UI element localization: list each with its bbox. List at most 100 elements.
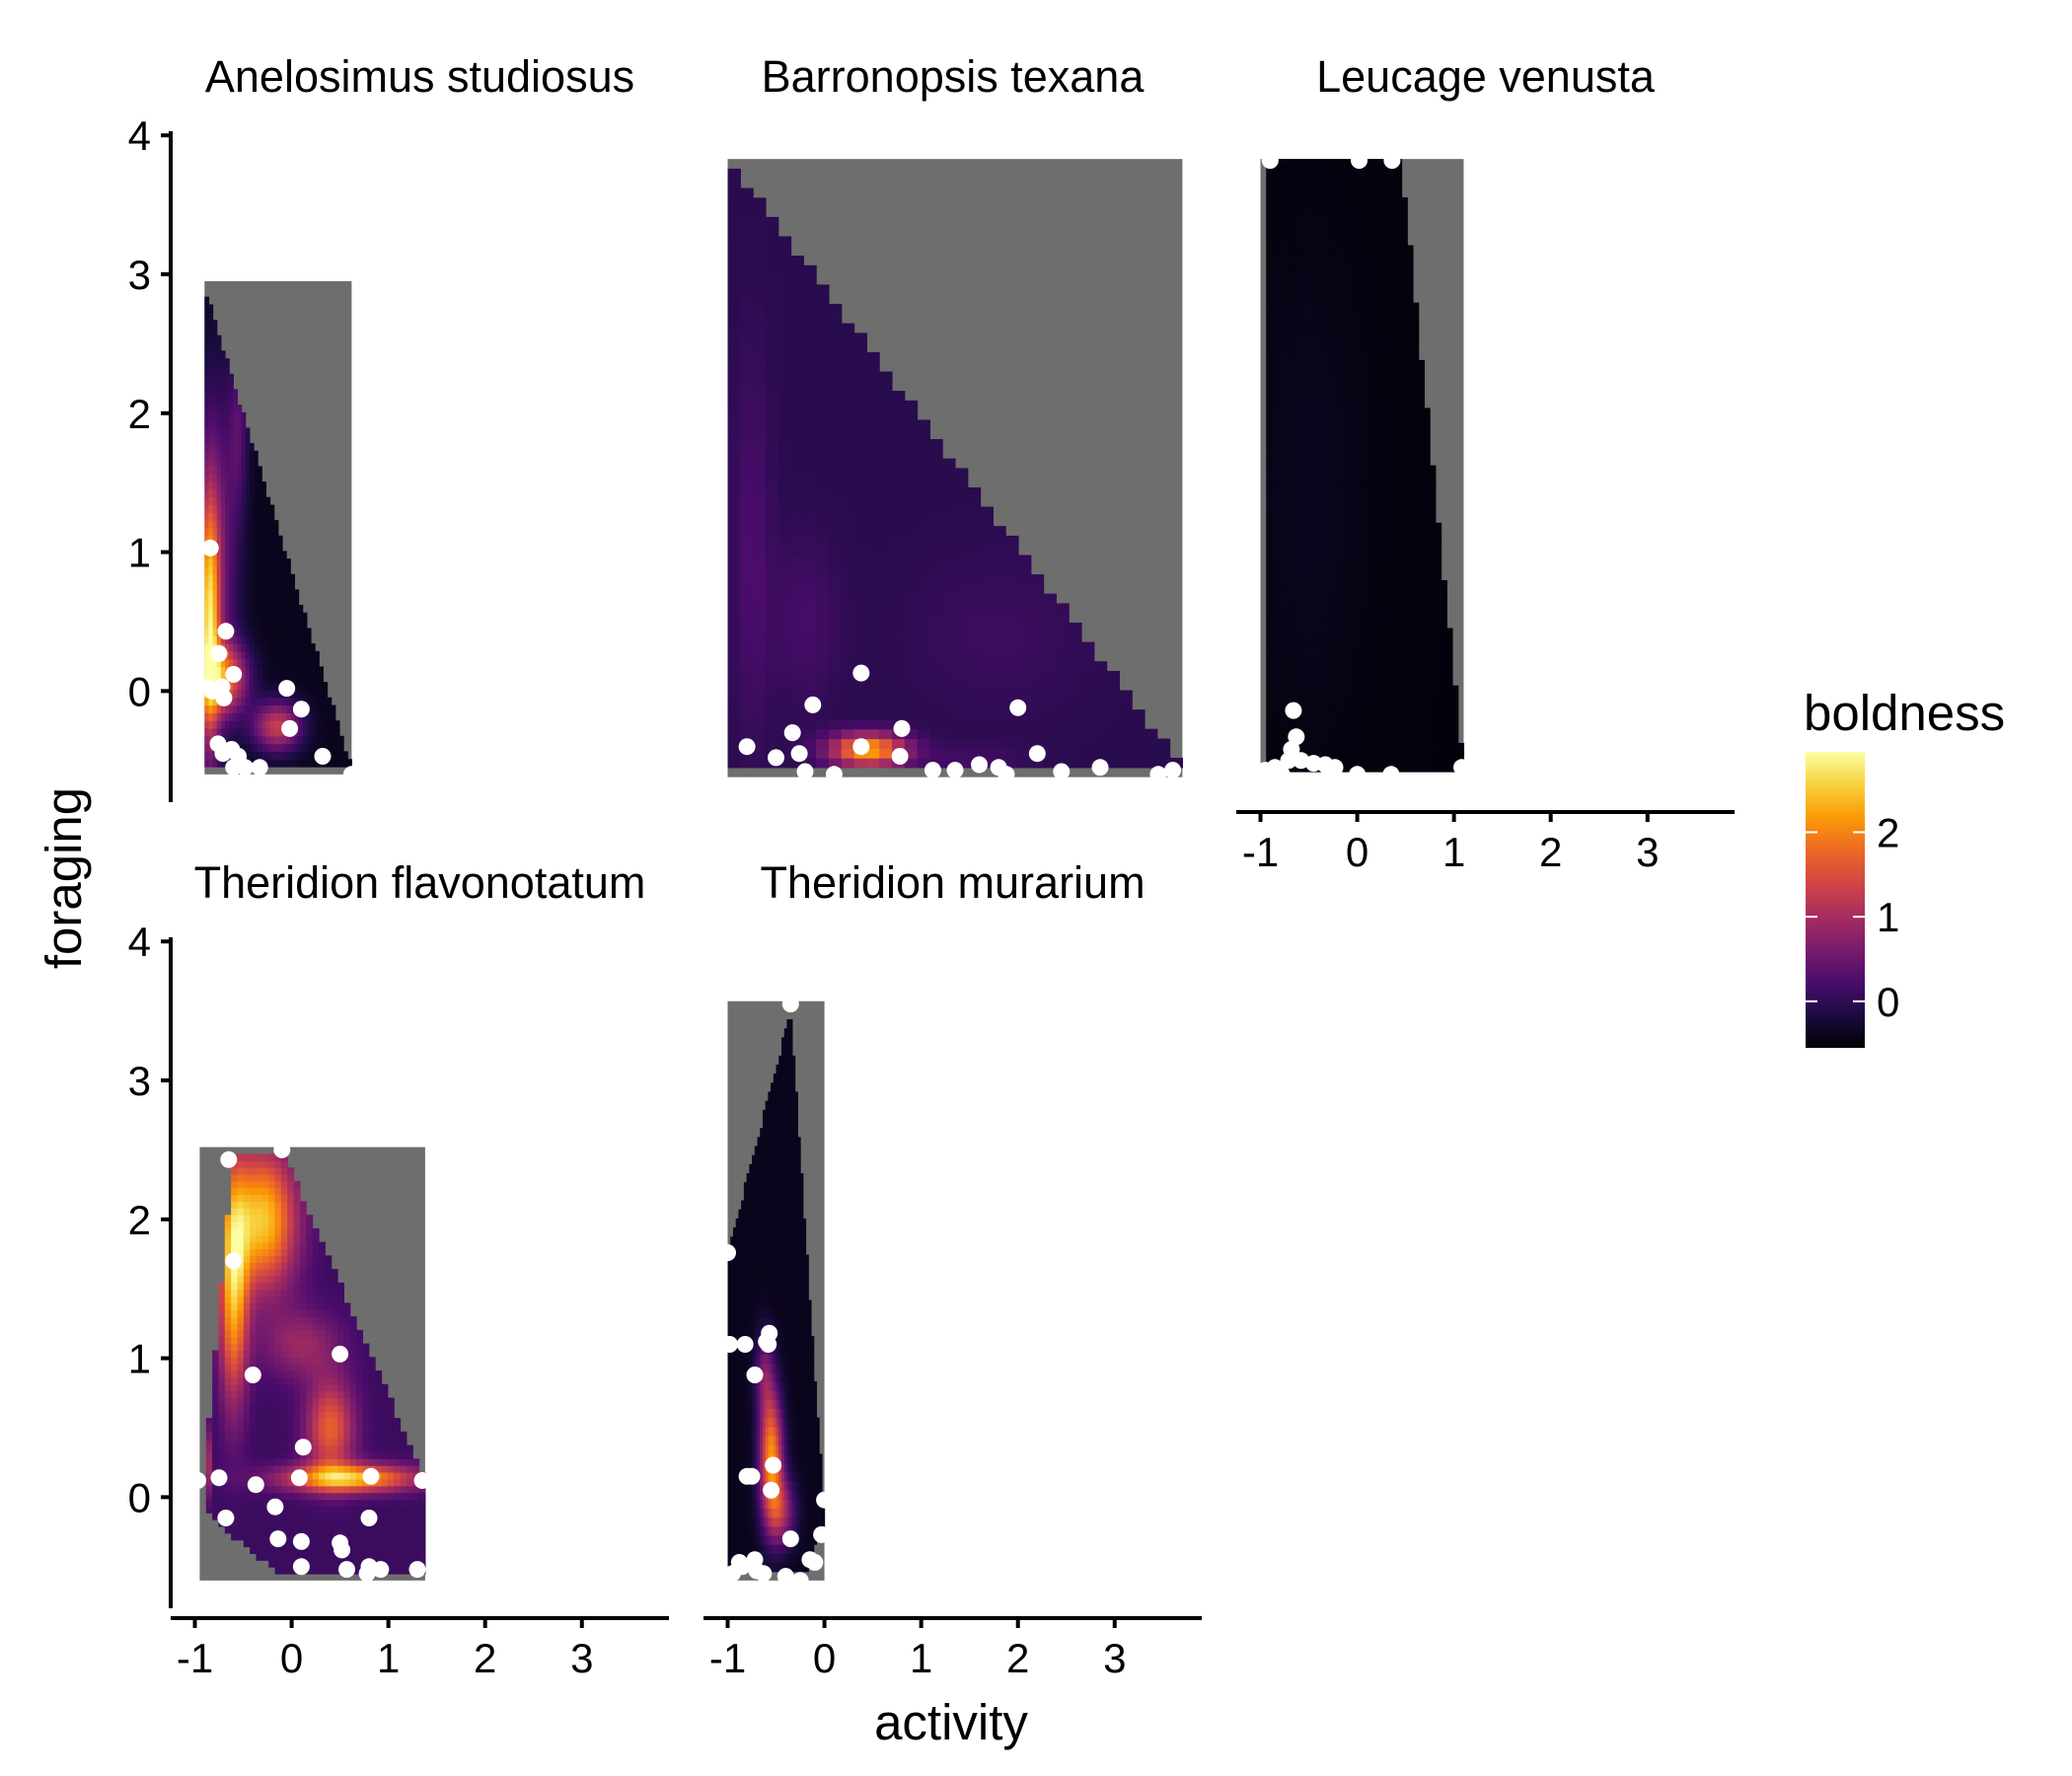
heat-cell xyxy=(258,712,262,721)
heat-cell xyxy=(256,1208,263,1216)
heat-cell xyxy=(1356,742,1364,754)
heat-cell xyxy=(229,643,234,652)
heat-cell xyxy=(841,506,855,517)
heat-cell xyxy=(250,1458,258,1466)
heat-cell xyxy=(1356,704,1364,715)
heat-cell xyxy=(1356,580,1364,591)
heat-cell xyxy=(1372,283,1380,294)
heat-cell xyxy=(1328,646,1335,658)
heat-cell xyxy=(1339,187,1346,198)
heat-cell xyxy=(1395,599,1403,610)
heat-cell xyxy=(1311,609,1318,620)
heat-cell xyxy=(265,650,271,660)
heat-cell xyxy=(327,704,333,713)
heat-cell xyxy=(1316,542,1324,553)
heat-cell xyxy=(879,651,893,662)
heat-cell xyxy=(1328,263,1335,275)
heat-cell xyxy=(229,735,234,745)
heat-cell xyxy=(1390,570,1397,581)
heat-cell xyxy=(1401,455,1408,467)
heat-cell xyxy=(293,1458,301,1466)
heat-cell xyxy=(1305,542,1312,553)
heat-cell xyxy=(237,581,243,591)
heat-cell xyxy=(265,543,271,552)
heat-cell xyxy=(1322,283,1329,294)
heat-cell xyxy=(1418,676,1425,687)
heat-cell xyxy=(891,535,906,547)
heat-cell xyxy=(287,1364,295,1371)
heat-cell xyxy=(205,1418,213,1426)
heat-cell xyxy=(1430,676,1437,687)
heat-cell xyxy=(1418,637,1425,648)
heat-cell xyxy=(816,728,830,740)
heat-cell xyxy=(1333,426,1341,438)
heat-cell xyxy=(1266,312,1273,323)
heat-cell xyxy=(740,641,754,652)
heat-cell xyxy=(816,526,830,537)
heat-cell xyxy=(212,466,218,475)
heat-cell xyxy=(1372,570,1380,581)
heat-cell xyxy=(231,1472,239,1480)
heat-cell xyxy=(1430,570,1437,581)
heat-cell xyxy=(929,728,943,740)
heat-cell xyxy=(216,589,222,598)
heat-cell xyxy=(224,1364,232,1371)
heat-cell xyxy=(777,574,792,585)
heat-cell xyxy=(1362,493,1369,504)
heat-cell xyxy=(1080,661,1095,672)
heat-cell xyxy=(1289,646,1295,658)
heat-cell xyxy=(204,389,210,398)
heat-cell xyxy=(208,605,214,614)
heat-cell xyxy=(917,526,930,537)
heat-cell xyxy=(1316,322,1324,333)
heat-cell xyxy=(1305,417,1312,428)
heat-cell xyxy=(866,526,880,537)
heat-cell xyxy=(241,435,247,444)
heat-cell xyxy=(258,543,262,552)
heat-cell xyxy=(269,565,275,575)
heat-cell xyxy=(1289,542,1295,553)
heat-cell xyxy=(753,690,767,701)
heat-cell xyxy=(343,759,348,768)
heat-cell xyxy=(231,1370,239,1378)
heat-cell xyxy=(1266,187,1273,198)
heat-cell xyxy=(216,581,222,591)
heat-cell xyxy=(828,409,843,421)
heat-cell xyxy=(1294,216,1301,227)
data-point xyxy=(783,724,801,742)
heat-cell xyxy=(277,727,283,737)
heat-cell xyxy=(1294,475,1301,485)
heat-cell xyxy=(1294,436,1301,447)
heat-cell xyxy=(231,1167,239,1175)
heat-cell xyxy=(212,512,218,521)
heat-cell xyxy=(237,419,243,429)
heat-cell xyxy=(1030,661,1045,672)
heat-cell xyxy=(866,458,880,470)
heat-cell xyxy=(1372,542,1380,553)
heat-cell xyxy=(241,720,247,729)
heat-cell xyxy=(224,1431,232,1440)
heat-cell xyxy=(250,1208,258,1216)
heat-cell xyxy=(1316,350,1324,361)
heat-cell xyxy=(1339,331,1346,342)
heat-cell xyxy=(929,545,943,556)
heat-cell xyxy=(1441,599,1447,610)
heat-cell xyxy=(917,661,930,672)
heat-cell xyxy=(1384,646,1391,658)
heat-cell xyxy=(853,680,867,692)
heat-cell xyxy=(290,658,296,668)
heat-cell xyxy=(229,419,234,429)
heat-cell xyxy=(790,641,804,652)
heat-cell xyxy=(1328,426,1335,438)
heat-cell xyxy=(1401,226,1408,237)
heat-cell xyxy=(1271,637,1279,648)
heat-cell xyxy=(1271,752,1279,763)
heat-cell xyxy=(290,628,296,636)
heat-cell xyxy=(294,620,300,629)
heat-cell xyxy=(967,593,982,605)
heat-cell xyxy=(929,690,943,701)
heat-cell xyxy=(1328,532,1335,543)
heat-cell xyxy=(298,674,304,683)
heat-cell xyxy=(249,605,255,614)
heat-cell xyxy=(777,313,792,325)
